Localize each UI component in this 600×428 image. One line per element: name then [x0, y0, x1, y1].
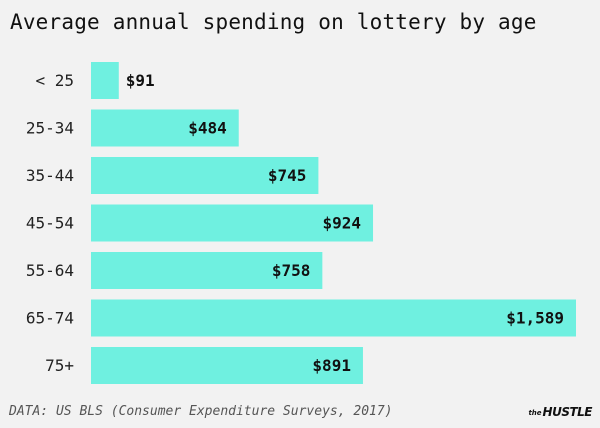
bar — [91, 204, 374, 242]
bar — [91, 252, 323, 289]
bar — [91, 299, 576, 337]
category-label: 55-64 — [26, 261, 74, 280]
bar — [91, 62, 119, 99]
bar — [91, 157, 319, 194]
value-label: $745 — [268, 166, 307, 185]
category-label: 25-34 — [26, 119, 74, 138]
value-label: $924 — [322, 214, 361, 233]
category-label: 65-74 — [26, 309, 74, 328]
category-label: < 25 — [35, 71, 74, 90]
category-label: 35-44 — [26, 166, 74, 185]
bar — [91, 109, 239, 147]
value-label: $484 — [188, 119, 227, 138]
category-label: 45-54 — [26, 214, 74, 233]
value-label: $91 — [126, 71, 155, 90]
brand-name: HUSTLE — [542, 405, 593, 419]
value-label: $891 — [312, 356, 351, 375]
value-label: $758 — [272, 261, 311, 280]
brand-logo: theHUSTLE — [528, 404, 592, 420]
chart-title: Average annual spending on lottery by ag… — [10, 10, 537, 34]
source-note: DATA: US BLS (Consumer Expenditure Surve… — [9, 404, 393, 419]
brand-prefix: the — [528, 409, 542, 417]
category-label: 75+ — [45, 356, 74, 375]
bar — [91, 347, 363, 384]
value-label: $1,589 — [506, 309, 564, 328]
